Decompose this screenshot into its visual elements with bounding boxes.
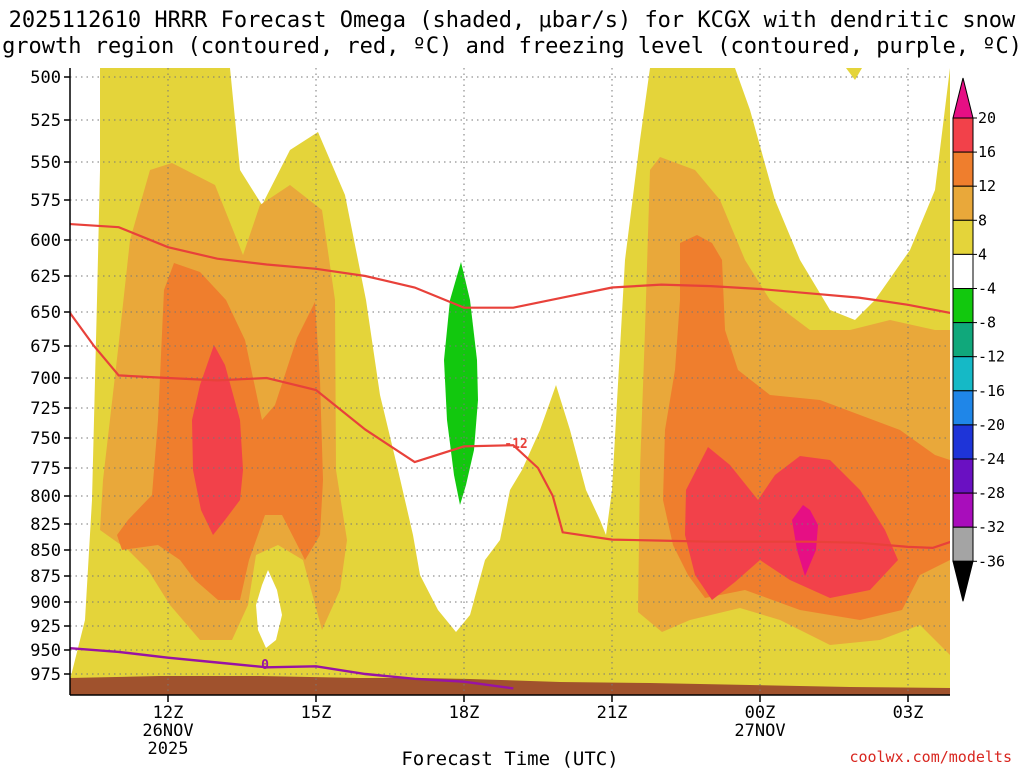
- freezing-level-contour: [70, 646, 514, 690]
- chart-title-line1: 2025112610 HRRR Forecast Omega (shaded, …: [9, 8, 1016, 33]
- colorbar-label: 8: [978, 211, 987, 229]
- colorbar-swatch: [952, 288, 974, 324]
- colorbar-bottom-arrow: [952, 560, 974, 602]
- x-tick-label: 03Z: [893, 703, 924, 723]
- colorbar-label: -4: [978, 280, 996, 298]
- y-tick-label: 850: [30, 541, 61, 561]
- y-tick-label: 550: [30, 153, 61, 173]
- colorbar-swatch: [952, 458, 974, 494]
- x-tick-label: 12Z: [153, 703, 184, 723]
- y-tick-label: 650: [30, 303, 61, 323]
- x-axis-title: Forecast Time (UTC): [401, 748, 618, 768]
- colorbar-label: 12: [978, 177, 996, 195]
- y-tick-label: 525: [30, 111, 61, 131]
- chart-title-line2: growth region (contoured, red, ºC) and f…: [2, 34, 1022, 59]
- colorbar-label: 16: [978, 143, 996, 161]
- x-tick-label: 18Z: [449, 703, 480, 723]
- colorbar-swatch: [952, 185, 974, 221]
- colorbar-swatch: [952, 151, 974, 187]
- y-tick-label: 725: [30, 399, 61, 419]
- y-tick-label: 775: [30, 459, 61, 479]
- credit-text: coolwx.com/modelts: [849, 748, 1012, 766]
- y-tick-label: 900: [30, 593, 61, 613]
- omega-region-20: [792, 505, 818, 576]
- y-tick-label: 625: [30, 267, 61, 287]
- y-tick-label: 500: [30, 68, 61, 88]
- colorbar-label: -32: [978, 518, 1005, 536]
- colorbar-label: -24: [978, 450, 1005, 468]
- x-tick-label: 21Z: [597, 703, 628, 723]
- y-tick-label: 925: [30, 617, 61, 637]
- colorbar-label: -28: [978, 484, 1005, 502]
- colorbar-swatch: [952, 322, 974, 358]
- colorbar: 20 16 12 8 4 -4 -8 -12 -16 -20 -24 -28 -32 -36: [952, 77, 1005, 602]
- x-tick-date: 26NOV: [142, 721, 193, 741]
- colorbar-label: -8: [978, 314, 996, 332]
- y-tick-label: 800: [30, 487, 61, 507]
- y-tick-label: 825: [30, 515, 61, 535]
- y-tick-label: 750: [30, 429, 61, 449]
- omega-region-neg8: [444, 262, 478, 505]
- colorbar-swatch: [952, 492, 974, 528]
- y-tick-label: 575: [30, 191, 61, 211]
- dendritic-lower-contour: [70, 311, 950, 550]
- colorbar-swatch: [952, 356, 974, 392]
- colorbar-label: -36: [978, 552, 1005, 570]
- y-tick-label: 975: [30, 665, 61, 685]
- colorbar-swatch: [952, 526, 974, 562]
- colorbar-label: 20: [978, 109, 996, 127]
- y-tick-label: 950: [30, 641, 61, 661]
- y-tick-label: 700: [30, 369, 61, 389]
- colorbar-swatch: [952, 390, 974, 426]
- dendritic-contour-label: -12: [504, 437, 527, 452]
- omega-region-4-top: [846, 68, 862, 80]
- y-tick-label: 600: [30, 231, 61, 251]
- omega-region-hole: [256, 570, 282, 648]
- dendritic-upper-contour: [70, 222, 950, 315]
- colorbar-swatch: [952, 117, 974, 153]
- x-tick-label: 00Z: [745, 703, 776, 723]
- colorbar-label: -16: [978, 382, 1005, 400]
- x-tick-date: 27NOV: [734, 721, 785, 741]
- colorbar-swatch: [952, 219, 974, 255]
- freezing-contour-label: 0: [261, 658, 269, 673]
- colorbar-top-arrow: [952, 77, 974, 119]
- omega-region-16: [192, 345, 243, 535]
- colorbar-label: 4: [978, 245, 987, 263]
- y-tick-label: 675: [30, 337, 61, 357]
- x-tick-year: 2025: [148, 739, 189, 759]
- colorbar-swatch: [952, 253, 974, 289]
- y-axis-ticks: 500 525 550 575 600 625 650 675 700 725 750 775 800 8…: [30, 68, 70, 685]
- omega-shading: [70, 68, 950, 695]
- colorbar-label: -12: [978, 348, 1005, 366]
- ground-terrain: [70, 676, 950, 695]
- x-tick-label: 15Z: [301, 703, 332, 723]
- y-tick-label: 875: [30, 567, 61, 587]
- gridlines: [70, 68, 950, 695]
- colorbar-swatch: [952, 424, 974, 460]
- colorbar-label: -20: [978, 416, 1005, 434]
